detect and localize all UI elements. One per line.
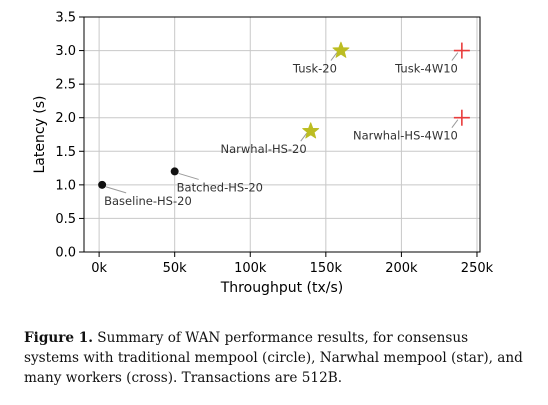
narwhal-hs-4w10-leader-line — [451, 119, 459, 129]
data-points — [98, 41, 470, 189]
narwhal-hs-20-leader-line — [300, 132, 308, 142]
tusk-4w10-label: Tusk-4W10 — [394, 62, 458, 76]
caption-text: Summary of WAN performance results, for … — [24, 330, 523, 386]
figure-caption: Figure 1. Summary of WAN performance res… — [24, 328, 524, 388]
baseline-hs-20-leader-line — [105, 186, 127, 194]
baseline-hs-20-point — [98, 180, 107, 189]
x-axis-ticks: 0k 50k 100k 150k 200k 250k — [91, 252, 494, 276]
y-tick-label: 2.5 — [55, 78, 76, 93]
narwhal-hs-20-point — [302, 122, 320, 139]
tusk-20-label: Tusk-20 — [292, 62, 337, 76]
y-axis-ticks: 0.0 0.5 1.0 1.5 2.0 2.5 3.0 3.5 — [55, 11, 84, 261]
tusk-4w10-point — [453, 42, 470, 59]
batched-hs-20-point — [170, 167, 179, 176]
x-tick-label: 0k — [91, 261, 107, 276]
caption-label: Figure 1. — [24, 330, 93, 346]
y-tick-label: 1.5 — [55, 145, 76, 160]
tusk-4w10-leader-line — [451, 52, 459, 61]
tusk-20-leader-line — [330, 52, 338, 61]
x-axis-label: Throughput (tx/s) — [220, 280, 343, 296]
tusk-20-point — [332, 41, 350, 58]
y-tick-label: 1.0 — [55, 178, 76, 193]
y-tick-label: 3.0 — [55, 44, 76, 59]
y-tick-label: 2.0 — [55, 111, 76, 126]
x-tick-label: 200k — [385, 261, 418, 276]
x-tick-label: 50k — [163, 261, 188, 276]
baseline-hs-20-label: Baseline-HS-20 — [104, 194, 192, 208]
x-tick-label: 100k — [234, 261, 267, 276]
y-axis-label: Latency (s) — [32, 95, 48, 173]
plot-frame — [83, 16, 481, 253]
batched-hs-20-leader-line — [178, 172, 199, 180]
y-tick-label: 0.0 — [55, 246, 76, 261]
chart: 0k 50k 100k 150k 200k 250k 0.0 0.5 1.0 1.5 2.0 2.5… — [32, 11, 494, 297]
x-tick-label: 250k — [461, 261, 494, 276]
y-tick-label: 0.5 — [55, 212, 76, 227]
narwhal-hs-4w10-label: Narwhal-HS-4W10 — [353, 129, 458, 143]
x-tick-label: 150k — [310, 261, 343, 276]
narwhal-hs-20-label: Narwhal-HS-20 — [221, 142, 307, 156]
y-tick-label: 3.5 — [55, 11, 76, 26]
batched-hs-20-label: Batched-HS-20 — [177, 180, 263, 194]
narwhal-hs-4w10-point — [453, 109, 470, 126]
